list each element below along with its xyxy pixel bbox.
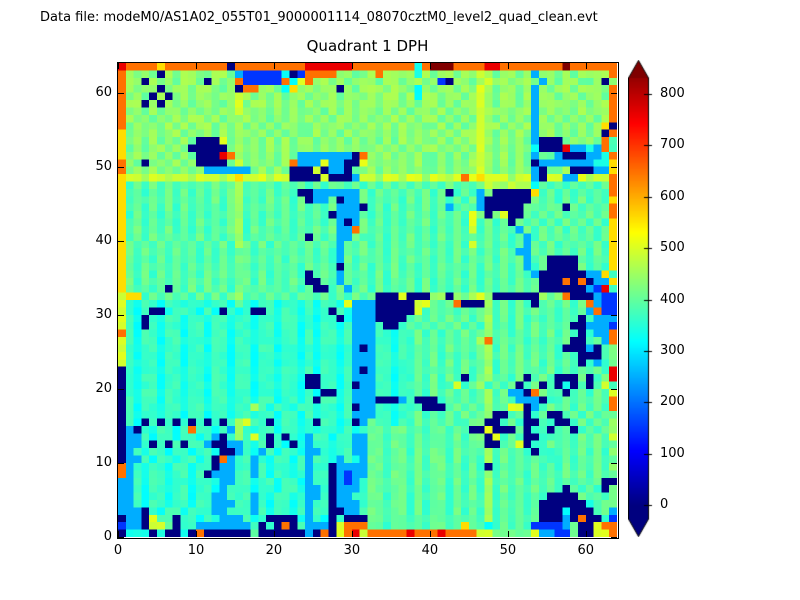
tick-mark (351, 63, 353, 69)
x-tick-label: 0 (113, 543, 123, 558)
tick-mark (118, 63, 119, 69)
y-tick-label: 40 (95, 232, 112, 248)
x-tick-label: 30 (343, 543, 361, 558)
colorbar-tick-label: 800 (660, 85, 685, 101)
y-tick-label: 30 (95, 306, 112, 322)
tick-mark (611, 314, 617, 316)
chart-title: Quadrant 1 DPH (306, 37, 429, 55)
tick-mark (611, 537, 617, 538)
x-tick-label: 20 (265, 543, 283, 558)
colorbar-tick-label: 700 (660, 137, 685, 153)
tick-mark (118, 240, 124, 242)
y-tick-label: 20 (95, 380, 112, 396)
tick-mark (507, 531, 509, 537)
tick-mark (585, 63, 587, 69)
colorbar-tick-label: 100 (660, 445, 685, 461)
tick-mark (611, 92, 617, 94)
tick-mark (118, 166, 124, 168)
y-tick-label: 10 (95, 454, 112, 470)
tick-mark (611, 462, 617, 464)
tick-mark (273, 531, 275, 537)
y-tick-label: 60 (95, 84, 112, 100)
tick-mark (118, 92, 124, 94)
tick-mark (118, 537, 124, 538)
tick-mark (585, 531, 587, 537)
tick-mark (611, 166, 617, 168)
tick-mark (273, 63, 275, 69)
colorbar-tick-label: 200 (660, 394, 685, 410)
x-tick-label: 10 (187, 543, 205, 558)
tick-mark (118, 531, 119, 537)
tick-mark (195, 63, 197, 69)
tick-mark (429, 531, 431, 537)
tick-mark (351, 531, 353, 537)
tick-mark (611, 388, 617, 390)
colorbar-tick-label: 600 (660, 188, 685, 204)
x-tick-label: 50 (499, 543, 517, 558)
tick-mark (611, 240, 617, 242)
colorbar-tick-label: 500 (660, 240, 685, 256)
colorbar-tick-label: 400 (660, 291, 685, 307)
tick-mark (118, 462, 124, 464)
heatmap-canvas (118, 63, 617, 537)
tick-mark (118, 314, 124, 316)
colorbar-tick-label: 0 (660, 497, 669, 513)
heatmap-plot (118, 63, 617, 537)
datafile-label: Data file: modeM0/AS1A02_055T01_90000011… (40, 10, 598, 25)
y-tick-label: 50 (95, 158, 112, 174)
colorbar-tick-label: 300 (660, 342, 685, 358)
tick-mark (507, 63, 509, 69)
tick-mark (195, 531, 197, 537)
colorbar-canvas (628, 60, 653, 537)
tick-mark (429, 63, 431, 69)
y-tick-label: 0 (103, 529, 112, 544)
x-tick-label: 60 (577, 543, 595, 558)
x-tick-label: 40 (421, 543, 439, 558)
tick-mark (118, 388, 124, 390)
